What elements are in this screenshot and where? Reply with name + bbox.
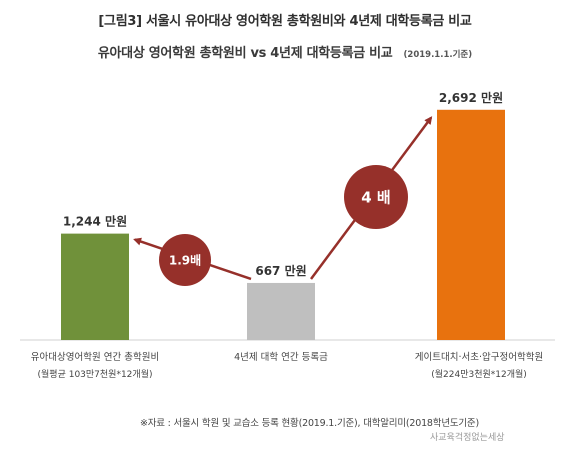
ratio-label-1: 1.9배 xyxy=(169,252,201,267)
ratio-label-2: 4 배 xyxy=(361,188,390,206)
category-note-3: (월224만3천원*12개월) xyxy=(431,370,527,380)
ratio-badge-1 xyxy=(159,234,211,286)
chart-subtitle: (2019.1.1.기준) xyxy=(403,50,473,60)
bar-3 xyxy=(437,109,505,340)
bar-2 xyxy=(247,282,315,340)
source-note: ※자료 : 서울시 학원 및 교습소 등록 현황(2019.1.기준), 대학알… xyxy=(140,418,479,429)
category-label-2: 4년제 대학 연간 등록금 xyxy=(234,352,328,363)
value-label-2: 667 만원 xyxy=(255,263,306,278)
category-label-1: 유아대상영어학원 연간 총학원비 xyxy=(30,352,160,363)
watermark: 사교육걱정없는세상 xyxy=(430,433,505,443)
chart-title-wrap: 유아대상 영어학원 총학원비 vs 4년제 대학등록금 비교 (2019.1.1… xyxy=(0,42,570,61)
bar-1 xyxy=(61,233,129,340)
category-label-3: 게이트대치·서초·압구정어학학원 xyxy=(414,352,544,363)
value-label-3: 2,692 만원 xyxy=(439,90,503,105)
value-label-1: 1,244 만원 xyxy=(63,214,127,229)
figure-title: [그림3] 서울시 유아대상 영어학원 총학원비와 4년제 대학등록금 비교 xyxy=(98,14,472,29)
ratio-badge-2 xyxy=(344,165,408,229)
chart-title: 유아대상 영어학원 총학원비 vs 4년제 대학등록금 비교 xyxy=(97,46,393,61)
category-note-1: (월평균 103만7천원*12개월) xyxy=(37,370,153,380)
